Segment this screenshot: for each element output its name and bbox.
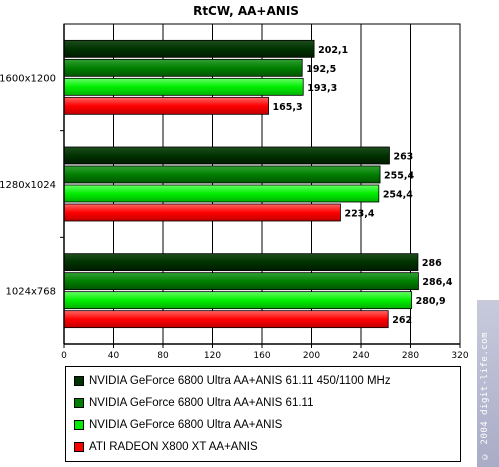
bar [63, 272, 419, 291]
chart-title: RtCW, AA+ANIS [193, 4, 299, 18]
legend-swatch [74, 398, 84, 408]
axes: 0 40 80 120 160 200 240 280 320 1600x1200 1280x102… [0, 24, 469, 361]
x-tick-label: 120 [204, 351, 221, 361]
value-label: 262 [392, 315, 412, 326]
bar [63, 39, 315, 58]
watermark: © 2004 digit-life.com [477, 300, 499, 467]
bar [63, 310, 389, 329]
bar [63, 203, 341, 222]
legend-item: NVIDIA GeForce 6800 Ultra AA+ANIS [74, 416, 282, 434]
x-tick-label: 200 [303, 351, 320, 361]
bar [63, 96, 269, 115]
bar [63, 58, 303, 77]
legend-swatch [74, 420, 84, 430]
bar [63, 165, 381, 184]
x-tick-label: 80 [157, 351, 169, 361]
value-label: 286,4 [422, 277, 452, 288]
legend-label: NVIDIA GeForce 6800 Ultra AA+ANIS [89, 419, 283, 431]
value-label: 254,4 [383, 190, 413, 201]
bar [63, 291, 413, 310]
value-label: 165,3 [273, 102, 303, 113]
category-label: 1600x1200 [0, 73, 56, 84]
x-tick-label: 280 [402, 351, 419, 361]
value-label: 280,9 [416, 296, 446, 307]
x-tick-label: 320 [451, 351, 468, 361]
value-label: 263 [393, 152, 413, 163]
category-label: 1024x768 [6, 287, 56, 298]
x-tick-label: 0 [61, 351, 67, 361]
legend-label: NVIDIA GeForce 6800 Ultra AA+ANIS 61.11 [89, 397, 314, 409]
category-label: 1280x1024 [0, 180, 56, 191]
legend-item: NVIDIA GeForce 6800 Ultra AA+ANIS 61.11 … [74, 372, 391, 390]
legend-item: NVIDIA GeForce 6800 Ultra AA+ANIS 61.11 [74, 394, 313, 412]
bar [63, 184, 380, 203]
x-tick-label: 160 [253, 351, 270, 361]
value-label: 255,4 [384, 171, 414, 182]
legend-swatch [74, 376, 84, 386]
bar [63, 253, 419, 272]
x-tick-label: 40 [108, 351, 120, 361]
value-labels: 202,1 192,5 193,3 165,3 263 255,4 254,4 223,4 28… [273, 45, 453, 326]
bar [63, 146, 390, 165]
bar [63, 77, 304, 96]
watermark-text: © 2004 digit-life.com [480, 332, 490, 461]
legend-label: NVIDIA GeForce 6800 Ultra AA+ANIS 61.11 … [89, 375, 391, 387]
legend: NVIDIA GeForce 6800 Ultra AA+ANIS 61.11 … [65, 366, 461, 462]
legend-swatch [74, 442, 84, 452]
value-label: 192,5 [306, 64, 336, 75]
value-label: 193,3 [307, 83, 337, 94]
x-tick-label: 240 [352, 351, 369, 361]
legend-label: ATI RADEON X800 XT AA+ANIS [89, 441, 258, 453]
value-label: 202,1 [318, 45, 348, 56]
grid-lines [60, 24, 411, 344]
value-label: 286 [422, 258, 442, 269]
legend-item: ATI RADEON X800 XT AA+ANIS [74, 438, 258, 456]
value-label: 223,4 [344, 209, 374, 220]
